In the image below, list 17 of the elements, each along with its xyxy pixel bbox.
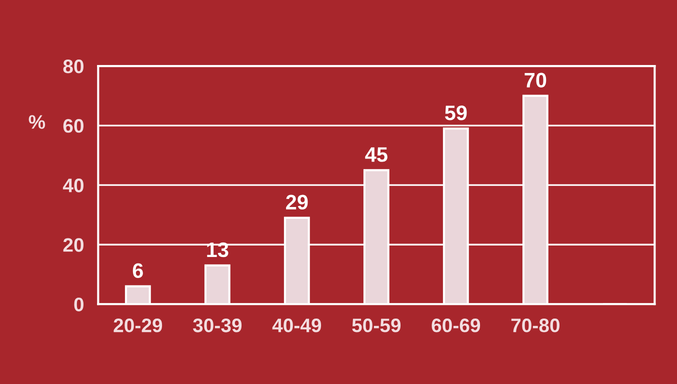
y-axis-title: %	[28, 115, 46, 129]
y-tick-label: 60	[63, 119, 84, 133]
y-tick-label: 40	[62, 178, 84, 192]
x-tick-label: 30-39	[192, 318, 242, 332]
data-label: 59	[444, 106, 467, 120]
data-label: 29	[286, 194, 308, 210]
y-tick-label: 0	[74, 298, 84, 312]
x-tick-label: 50-59	[352, 318, 401, 332]
x-tick-label: 20-29	[114, 318, 162, 332]
x-tick-label: 60-69	[432, 318, 480, 332]
y-tick-label: 80	[63, 60, 84, 74]
x-tick-label: 40-49	[272, 318, 322, 332]
x-tick-label: 70-80	[511, 318, 560, 332]
data-label: 70	[524, 72, 546, 88]
data-label: 45	[365, 147, 388, 162]
data-label: 6	[132, 263, 143, 278]
y-tick-label: 20	[63, 238, 84, 252]
